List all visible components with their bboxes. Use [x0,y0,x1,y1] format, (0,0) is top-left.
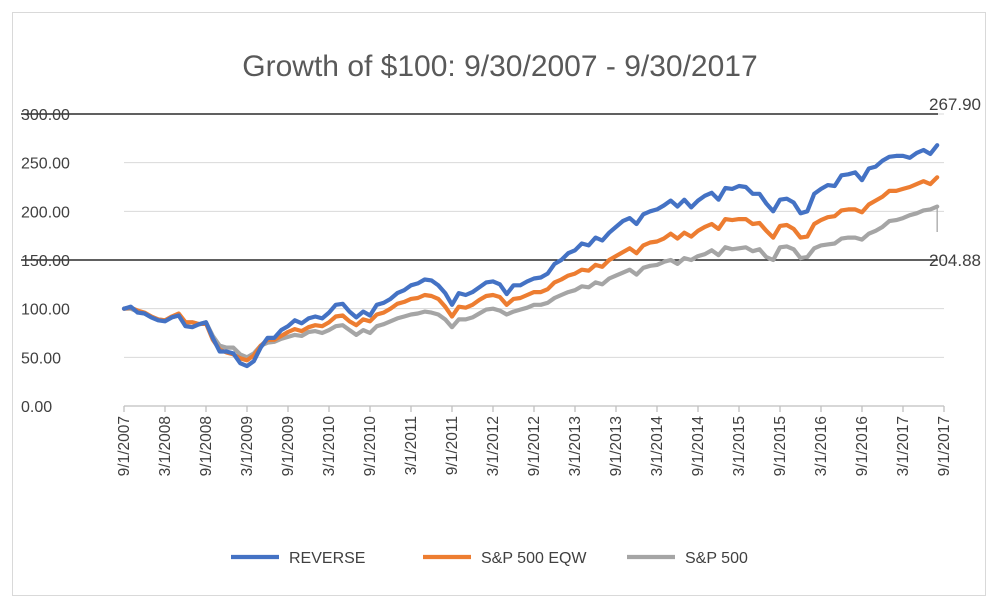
y-tick-label: 150.00 [21,253,70,270]
x-tick-label: 9/1/2014 [690,416,707,477]
x-tick-label: 3/1/2008 [157,416,174,476]
x-tick-label: 9/1/2011 [444,416,461,475]
series-line-reverse [121,143,940,369]
y-tick-label: 100.00 [21,302,70,319]
legend-label: S&P 500 EQW [481,550,587,567]
x-tick-label: 3/1/2012 [485,416,502,476]
x-tick-label: 9/1/2010 [362,416,379,477]
y-tick-label: 250.00 [21,156,70,173]
annotation-reverse-end: 267.90 [929,95,981,114]
x-tick-label: 9/1/2017 [936,416,953,476]
chart-title: Growth of $100: 9/30/2007 - 9/30/2017 [242,50,757,83]
x-tick-label: 9/1/2009 [280,416,297,476]
x-tick-label: 3/1/2014 [649,416,666,477]
y-tick-label: 200.00 [21,204,70,221]
legend-label: REVERSE [289,550,365,567]
x-tick-label: 9/1/2013 [608,416,625,476]
x-tick-label: 9/1/2015 [772,416,789,476]
x-tick-label: 3/1/2011 [403,416,420,475]
x-tick-label: 9/1/2012 [526,416,543,476]
x-tick-label: 3/1/2009 [239,416,256,476]
legend-label: S&P 500 [685,550,748,567]
x-tick-label: 9/1/2016 [854,416,871,476]
x-tick-label: 9/1/2007 [116,416,133,476]
chart-frame: Growth of $100: 9/30/2007 - 9/30/2017 0.… [12,12,986,596]
x-tick-label: 3/1/2013 [567,416,584,476]
x-tick-label: 3/1/2010 [321,416,338,477]
line-chart: Growth of $100: 9/30/2007 - 9/30/2017 0.… [21,50,981,567]
x-tick-label: 9/1/2008 [198,416,215,476]
x-tick-label: 3/1/2017 [895,416,912,476]
y-tick-label: 0.00 [21,399,52,416]
x-tick-label: 3/1/2015 [731,416,748,476]
series-line-s-p-500-eqw [121,175,940,363]
y-tick-label: 300.00 [21,107,70,124]
annotation-sp500-end: 204.88 [929,251,981,270]
x-tick-label: 3/1/2016 [813,416,830,476]
y-tick-label: 50.00 [21,350,61,367]
